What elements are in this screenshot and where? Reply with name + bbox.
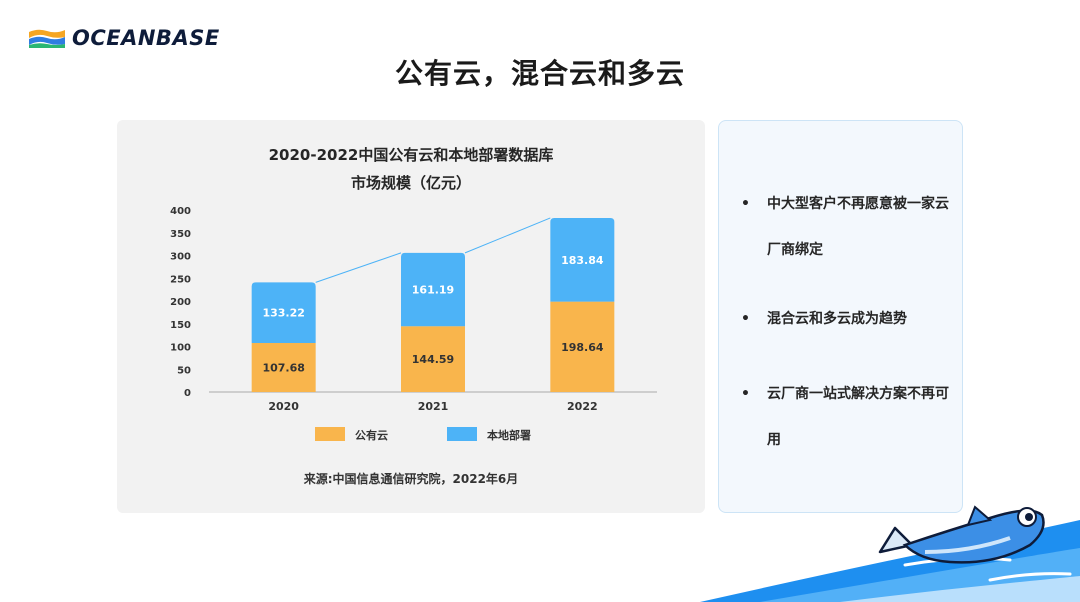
bar-segment bbox=[550, 217, 615, 302]
legend-swatch bbox=[447, 427, 477, 441]
bullet-text: 云厂商一站式解决方案不再可用 bbox=[767, 386, 949, 448]
trend-line bbox=[315, 252, 402, 283]
x-tick-label: 2022 bbox=[567, 400, 598, 413]
bar-segment bbox=[550, 301, 615, 392]
y-tick-label: 150 bbox=[170, 320, 191, 331]
x-tick-label: 2021 bbox=[418, 400, 449, 413]
bullet-text: 混合云和多云成为趋势 bbox=[767, 311, 907, 327]
bullet-panel: • 中大型客户不再愿意被一家云厂商绑定 • 混合云和多云成为趋势 • 云厂商一站… bbox=[718, 120, 963, 513]
bullet-item-3: • 云厂商一站式解决方案不再可用 bbox=[741, 371, 951, 463]
y-tick-label: 250 bbox=[170, 274, 191, 285]
y-tick-label: 50 bbox=[177, 365, 191, 376]
oceanbase-logo: OCEANBASE bbox=[28, 24, 220, 52]
chart-title-line2: 市场规模（亿元） bbox=[350, 174, 471, 192]
data-label: 144.59 bbox=[412, 353, 454, 366]
legend-label: 本地部署 bbox=[487, 428, 531, 442]
data-label: 161.19 bbox=[412, 284, 454, 297]
bullet-text: 中大型客户不再愿意被一家云厂商绑定 bbox=[767, 196, 949, 258]
data-label: 183.84 bbox=[561, 254, 604, 267]
trend-line bbox=[464, 217, 551, 254]
oceanbase-logo-icon bbox=[29, 29, 65, 48]
chart-source: 来源:中国信息通信研究院，2022年6月 bbox=[303, 472, 519, 486]
bullet-dot-icon: • bbox=[741, 196, 750, 212]
bullet-item-2: • 混合云和多云成为趋势 bbox=[741, 296, 951, 342]
page-title: 公有云，混合云和多云 bbox=[394, 57, 685, 90]
x-tick-label: 2020 bbox=[268, 400, 299, 413]
y-tick-label: 100 bbox=[170, 343, 191, 354]
y-tick-label: 350 bbox=[170, 229, 191, 240]
bullet-item-1: • 中大型客户不再愿意被一家云厂商绑定 bbox=[741, 181, 951, 273]
chart-title-line1: 2020-2022中国公有云和本地部署数据库 bbox=[268, 146, 554, 164]
legend-swatch bbox=[315, 427, 345, 441]
stacked-bar-chart: 0 50 100 150 200 250 300 350 400 107.68 133.22 2020… bbox=[170, 206, 657, 442]
fish-mascot-icon bbox=[878, 505, 1045, 564]
bar-segment bbox=[401, 252, 465, 327]
bar-segment bbox=[401, 326, 465, 392]
data-label: 133.22 bbox=[262, 307, 304, 320]
y-tick-label: 200 bbox=[170, 297, 191, 308]
bullet-dot-icon: • bbox=[741, 386, 750, 402]
data-label: 198.64 bbox=[561, 341, 604, 354]
y-tick-label: 400 bbox=[170, 206, 191, 217]
chart-panel: 2020-2022中国公有云和本地部署数据库 市场规模（亿元） 0 50 100 15… bbox=[117, 120, 705, 513]
y-tick-label: 0 bbox=[184, 388, 191, 399]
bar-segment bbox=[251, 282, 316, 344]
legend-label: 公有云 bbox=[355, 428, 388, 442]
y-tick-label: 300 bbox=[170, 252, 191, 263]
logo-text: OCEANBASE bbox=[72, 26, 220, 50]
bar-segment bbox=[251, 343, 316, 392]
bullet-dot-icon: • bbox=[741, 311, 750, 327]
data-label: 107.68 bbox=[262, 362, 304, 375]
